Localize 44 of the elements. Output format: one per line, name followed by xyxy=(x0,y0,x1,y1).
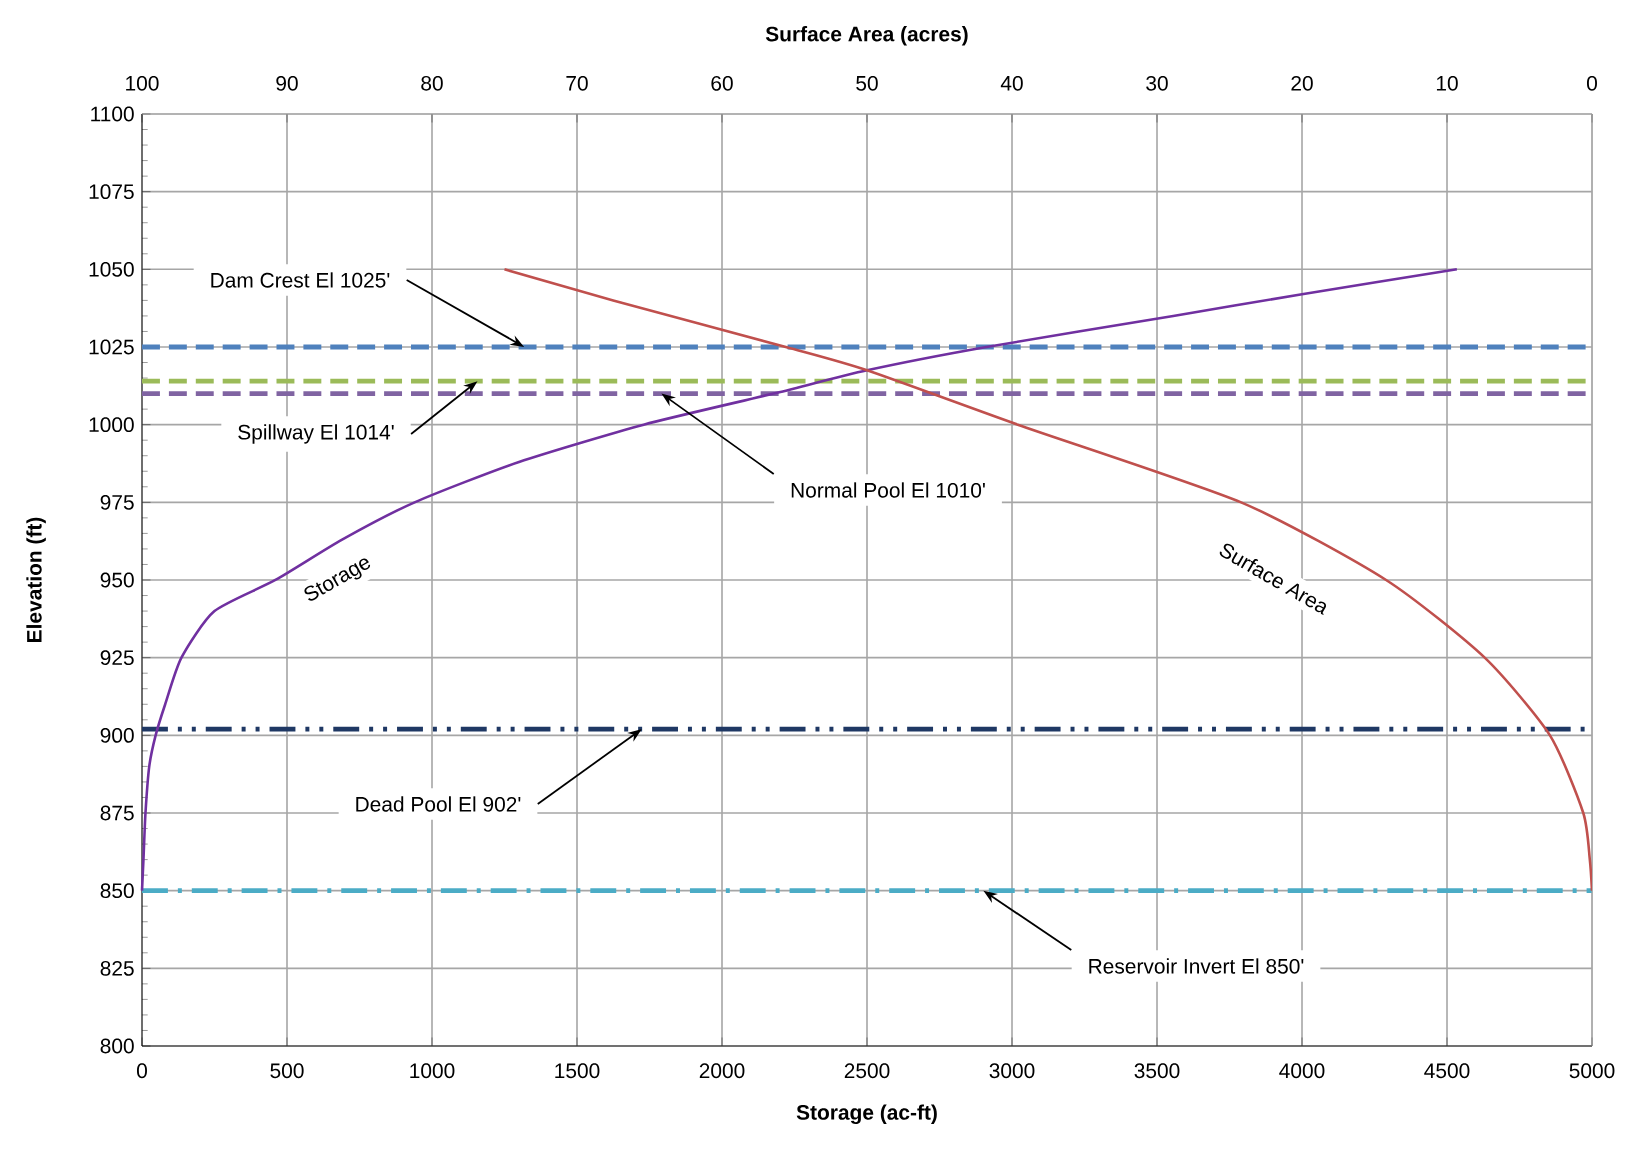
x2-tick-label: 30 xyxy=(1146,75,1168,91)
y-tick-label: 950 xyxy=(100,572,134,588)
x-tick-label: 2000 xyxy=(699,1063,745,1079)
x-tick-label: 2500 xyxy=(844,1063,890,1079)
x2-tick-label: 70 xyxy=(566,75,588,91)
x-tick-label: 0 xyxy=(136,1063,147,1079)
y-tick-label: 875 xyxy=(100,805,134,821)
x2-tick-label: 50 xyxy=(856,75,878,91)
x2-tick-label: 100 xyxy=(126,75,159,91)
annotation: Normal Pool El 1010' xyxy=(791,482,985,498)
y-tick-label: 800 xyxy=(100,1038,134,1054)
y-tick-label: 900 xyxy=(100,727,134,743)
x2-axis-title: Surface Area (acres) xyxy=(765,26,968,46)
x2-tick-label: 80 xyxy=(421,75,443,91)
y-tick-label: 825 xyxy=(100,960,134,976)
x2-tick-label: 10 xyxy=(1436,75,1458,91)
x2-tick-label: 90 xyxy=(276,75,298,91)
x-tick-label: 4000 xyxy=(1279,1063,1325,1079)
x-tick-label: 1000 xyxy=(410,1063,455,1079)
y-tick-label: 1050 xyxy=(89,261,134,277)
y-tick-label: 1025 xyxy=(89,339,134,355)
x-tick-label: 4500 xyxy=(1424,1063,1470,1079)
y-axis-title: Elevation (ft) xyxy=(26,517,46,642)
y-tick-label: 1075 xyxy=(89,184,134,200)
y-tick-label: 975 xyxy=(100,494,134,510)
x-tick-label: 3500 xyxy=(1134,1063,1180,1079)
x2-tick-label: 0 xyxy=(1586,75,1597,91)
line-series xyxy=(140,268,1459,892)
y-tick-label: 1100 xyxy=(91,106,134,122)
annotation: Dam Crest El 1025' xyxy=(211,272,390,288)
x-axis-title: Storage (ac-ft) xyxy=(796,1104,937,1125)
x2-tick-label: 20 xyxy=(1291,75,1313,91)
annotation: Spillway El 1014' xyxy=(238,424,394,444)
x-tick-label: 1500 xyxy=(555,1063,600,1079)
x2-tick-label: 40 xyxy=(1000,75,1023,91)
annotation: Reservoir Invert El 850' xyxy=(1089,958,1304,974)
x-tick-label: 500 xyxy=(270,1063,304,1079)
y-tick-label: 925 xyxy=(100,650,134,666)
y-tick-label: 850 xyxy=(100,883,134,899)
x2-tick-label: 60 xyxy=(711,75,733,91)
x-tick-label: 5000 xyxy=(1569,1063,1615,1079)
x-tick-label: 3000 xyxy=(989,1063,1035,1079)
annotation: Dead Pool El 902' xyxy=(356,796,521,812)
y-tick-label: 1000 xyxy=(89,417,134,433)
